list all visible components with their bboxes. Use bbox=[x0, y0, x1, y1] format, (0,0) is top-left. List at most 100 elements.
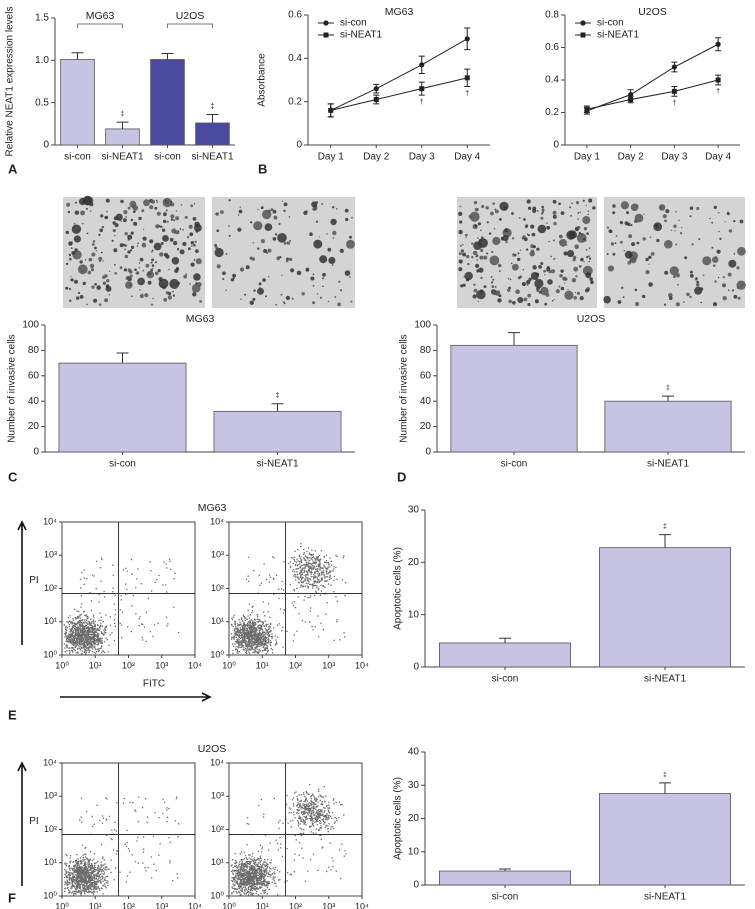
event-dot bbox=[73, 885, 75, 887]
stained-cell bbox=[120, 220, 122, 222]
event-dot bbox=[84, 635, 87, 637]
event-dot bbox=[253, 652, 255, 654]
event-dot bbox=[238, 643, 240, 646]
event-dot bbox=[239, 882, 241, 885]
event-dot bbox=[238, 886, 240, 888]
event-dot bbox=[252, 859, 254, 861]
event-dot bbox=[83, 888, 85, 890]
event-dot bbox=[81, 874, 83, 876]
event-dot bbox=[263, 884, 265, 886]
event-dot bbox=[250, 647, 252, 649]
event-dot bbox=[330, 584, 332, 586]
event-dot bbox=[266, 872, 268, 875]
event-dot bbox=[85, 631, 87, 633]
stained-cell bbox=[472, 216, 475, 219]
event-dot bbox=[150, 856, 152, 858]
error-bar bbox=[508, 332, 520, 346]
event-dot bbox=[266, 629, 268, 632]
event-dot bbox=[333, 591, 335, 593]
stained-cell bbox=[335, 208, 338, 210]
event-dot bbox=[95, 887, 97, 889]
event-dot bbox=[265, 630, 267, 632]
event-dot bbox=[251, 855, 253, 857]
event-dot bbox=[103, 883, 106, 885]
event-dot bbox=[69, 641, 71, 643]
event-dot bbox=[302, 569, 304, 571]
event-dot bbox=[267, 872, 270, 874]
event-dot bbox=[251, 640, 254, 642]
event-dot bbox=[271, 637, 273, 639]
event-dot bbox=[99, 819, 101, 822]
event-dot bbox=[125, 583, 127, 585]
event-dot bbox=[262, 874, 264, 876]
event-dot bbox=[267, 882, 269, 884]
event-dot bbox=[79, 578, 82, 580]
event-dot bbox=[72, 619, 75, 621]
stained-cell bbox=[129, 249, 133, 252]
stained-cell bbox=[736, 266, 740, 270]
event-dot bbox=[90, 609, 92, 611]
stained-cell bbox=[330, 218, 337, 226]
event-dot bbox=[100, 637, 102, 639]
event-dot bbox=[95, 640, 97, 642]
event-dot bbox=[243, 616, 245, 618]
stained-cell bbox=[592, 206, 596, 210]
event-dot bbox=[76, 869, 78, 872]
event-dot bbox=[75, 635, 77, 637]
event-dot bbox=[276, 643, 278, 645]
event-dot bbox=[84, 856, 87, 858]
y-tick-label: 100 bbox=[414, 320, 431, 331]
stained-cell bbox=[546, 266, 551, 272]
stained-cell bbox=[257, 247, 260, 250]
event-dot bbox=[72, 873, 74, 875]
event-dot bbox=[318, 573, 320, 576]
event-dot bbox=[66, 637, 69, 640]
event-dot bbox=[96, 886, 98, 888]
event-dot bbox=[306, 576, 308, 579]
event-dot bbox=[99, 567, 102, 569]
stained-cell bbox=[326, 233, 328, 235]
event-dot bbox=[254, 651, 256, 653]
stained-cell bbox=[332, 237, 334, 239]
event-dot bbox=[238, 619, 240, 621]
event-dot bbox=[254, 885, 257, 888]
event-dot bbox=[242, 620, 244, 622]
event-dot bbox=[237, 641, 240, 643]
event-dot bbox=[122, 802, 125, 804]
event-dot bbox=[264, 636, 267, 639]
stained-cell bbox=[512, 301, 516, 305]
event-dot bbox=[314, 584, 317, 587]
event-dot bbox=[253, 633, 255, 636]
event-dot bbox=[248, 884, 251, 886]
event-dot bbox=[99, 647, 101, 650]
significance-marker: † bbox=[672, 100, 676, 107]
event-dot bbox=[244, 619, 246, 622]
event-dot bbox=[65, 871, 67, 873]
event-dot bbox=[253, 872, 255, 874]
event-dot bbox=[81, 637, 84, 640]
event-dot bbox=[292, 562, 294, 565]
stained-cell bbox=[102, 281, 107, 285]
stained-cell bbox=[123, 210, 128, 215]
event-dot bbox=[318, 559, 321, 561]
stained-cell bbox=[560, 211, 565, 216]
stained-cell bbox=[579, 211, 581, 213]
event-dot bbox=[319, 565, 321, 567]
event-dot bbox=[241, 890, 243, 893]
stained-cell bbox=[737, 296, 741, 300]
y-axis-label: PI bbox=[29, 575, 38, 586]
stained-cell bbox=[467, 262, 470, 266]
event-dot bbox=[80, 866, 82, 868]
event-dot bbox=[238, 891, 240, 893]
event-dot bbox=[93, 627, 95, 630]
event-dot bbox=[270, 644, 272, 647]
stained-cell bbox=[86, 232, 89, 235]
event-dot bbox=[87, 861, 89, 863]
event-dot bbox=[303, 552, 305, 554]
stained-cell bbox=[696, 283, 700, 287]
event-dot bbox=[241, 884, 243, 886]
event-dot bbox=[259, 860, 261, 862]
stained-cell bbox=[728, 229, 733, 233]
stained-cell bbox=[513, 253, 517, 257]
event-dot bbox=[109, 634, 111, 636]
